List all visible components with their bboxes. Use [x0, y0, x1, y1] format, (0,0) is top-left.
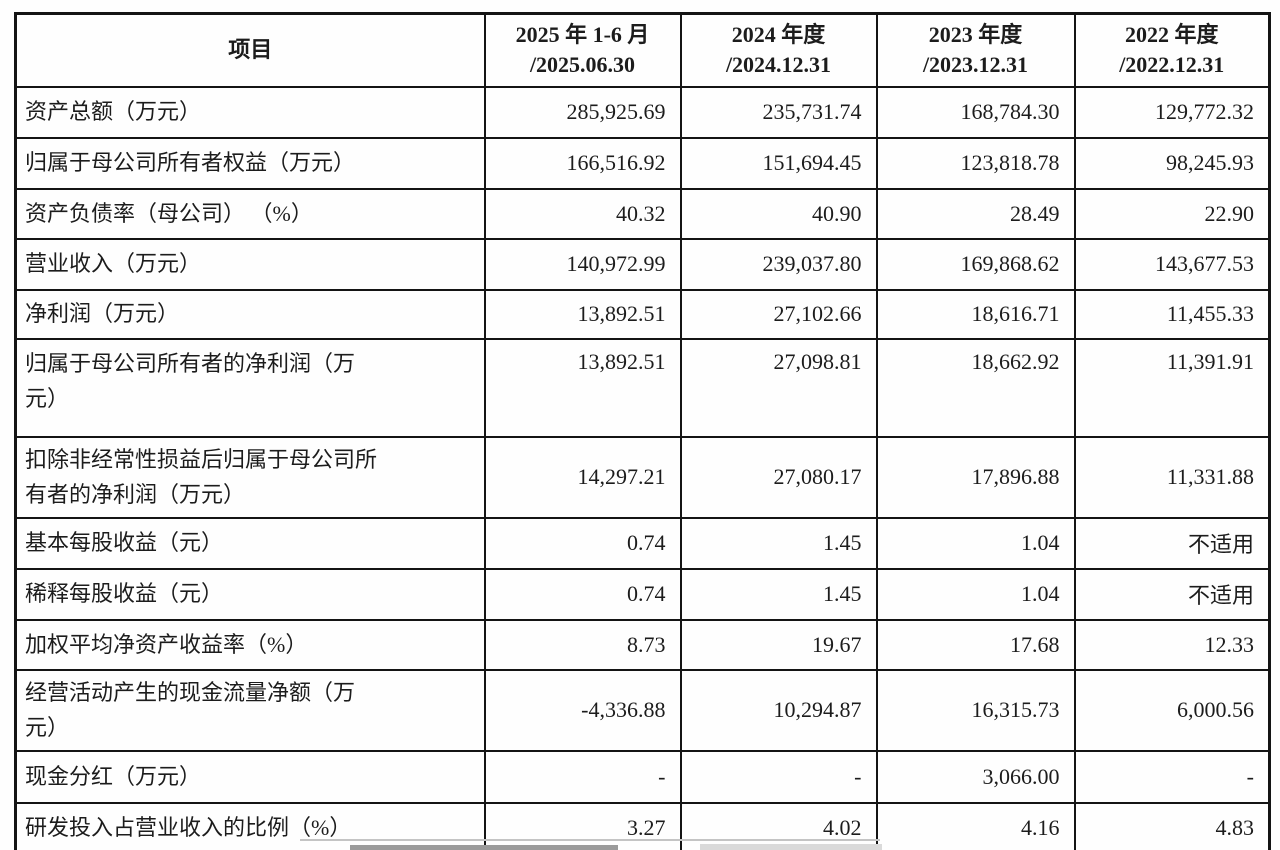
row-value: 不适用 [1073, 516, 1271, 570]
header-period-label: 2022 年度 [1124, 21, 1219, 47]
header-period-date: /2024.12.31 [725, 52, 832, 78]
table-row: 经营活动产生的现金流量净额（万 元） -4,336.88 10,294.87 16,3… [14, 668, 1271, 753]
table-row: 归属于母公司所有者权益（万元） 166,516.92 151,694.45 123,8… [14, 136, 1271, 190]
row-label: 稀释每股收益（元） [14, 567, 486, 621]
row-value: 13,892.51 [483, 337, 682, 438]
row-value: 1.45 [679, 567, 878, 621]
row-value: 6,000.56 [1073, 668, 1271, 753]
row-value: 11,455.33 [1073, 288, 1271, 340]
row-value: 4.16 [875, 802, 1076, 850]
financial-summary-table: 项目 2025 年 1-6 月 /2025.06.30 2024 年度 /202… [14, 12, 1271, 850]
row-value: - [1073, 750, 1271, 804]
header-period-label: 2024 年度 [731, 21, 826, 47]
header-period-label: 2023 年度 [928, 21, 1023, 47]
row-value: 0.74 [483, 516, 682, 570]
row-label: 资产总额（万元） [14, 85, 486, 139]
page-edge-artifact [300, 839, 880, 841]
row-value: 不适用 [1073, 567, 1271, 621]
header-cell-period-2022: 2022 年度 /2022.12.31 [1073, 12, 1271, 88]
row-value: 129,772.32 [1073, 85, 1271, 139]
row-value: 27,098.81 [679, 337, 878, 438]
table-row: 资产负债率（母公司） （%） 40.32 40.90 28.49 22.90 [14, 187, 1271, 240]
row-value: 40.32 [483, 187, 682, 240]
header-cell-period-2025: 2025 年 1-6 月 /2025.06.30 [483, 12, 682, 88]
row-value: 1.04 [875, 567, 1076, 621]
row-value: 235,731.74 [679, 85, 878, 139]
row-value: 17.68 [875, 618, 1076, 671]
row-value: 123,818.78 [875, 136, 1076, 190]
row-value: 12.33 [1073, 618, 1271, 671]
header-cell-period-2024: 2024 年度 /2024.12.31 [679, 12, 878, 88]
row-value: 3.27 [483, 802, 682, 850]
table-row: 现金分红（万元） - -3,066.00- [14, 750, 1271, 804]
table-row: 归属于母公司所有者的净利润（万 元） 13,892.51 27,098.81 18,6… [14, 337, 1271, 438]
row-value: 28.49 [875, 187, 1076, 240]
row-value: 140,972.99 [483, 237, 682, 291]
table-header-row: 项目 2025 年 1-6 月 /2025.06.30 2024 年度 /202… [14, 12, 1271, 88]
next-table-hint-dark [350, 845, 618, 850]
row-value: 27,080.17 [679, 435, 878, 519]
row-value: 239,037.80 [679, 237, 878, 291]
row-label: 净利润（万元） [14, 288, 486, 340]
table-row: 营业收入（万元） 140,972.99 239,037.80 169,868.62 14… [14, 237, 1271, 291]
row-value: 19.67 [679, 618, 878, 671]
row-value: 11,331.88 [1073, 435, 1271, 519]
row-value: 285,925.69 [483, 85, 682, 139]
row-value: 1.45 [679, 516, 878, 570]
row-value: 22.90 [1073, 187, 1271, 240]
header-period-date: /2022.12.31 [1119, 52, 1225, 78]
row-value: 16,315.73 [875, 668, 1076, 753]
row-value: 98,245.93 [1073, 136, 1271, 190]
row-value: - [483, 750, 682, 804]
row-value: 10,294.87 [679, 668, 878, 753]
row-label: 研发投入占营业收入的比例（%） [14, 802, 486, 850]
row-value: 4.83 [1073, 802, 1271, 850]
row-value: 151,694.45 [679, 136, 878, 190]
table-row: 扣除非经常性损益后归属于母公司所 有者的净利润（万元） 14,297.21 27,0… [14, 435, 1271, 519]
row-value: 3,066.00 [875, 750, 1076, 804]
row-value: 143,677.53 [1073, 237, 1271, 291]
row-label: 归属于母公司所有者权益（万元） [14, 136, 486, 190]
row-label: 基本每股收益（元） [14, 516, 486, 570]
row-value: 169,868.62 [875, 237, 1076, 291]
row-value: - [679, 750, 878, 804]
row-label: 归属于母公司所有者的净利润（万 元） [14, 337, 486, 438]
row-label: 营业收入（万元） [14, 237, 486, 291]
table-row: 加权平均净资产收益率（%） 8.73 19.67 17.68 12.33 [14, 618, 1271, 671]
row-value: 17,896.88 [875, 435, 1076, 519]
row-value: 11,391.91 [1073, 337, 1271, 438]
row-value: 166,516.92 [483, 136, 682, 190]
row-value: 168,784.30 [875, 85, 1076, 139]
row-value: 18,616.71 [875, 288, 1076, 340]
row-value: 14,297.21 [483, 435, 682, 519]
table-row: 稀释每股收益（元） 0.74 1.45 1.04 不适用 [14, 567, 1271, 621]
table-row: 基本每股收益（元） 0.74 1.45 1.04 不适用 [14, 516, 1271, 570]
row-value: 4.02 [679, 802, 878, 850]
row-value: 8.73 [483, 618, 682, 671]
header-period-label: 2025 年 1-6 月 [515, 21, 650, 47]
row-label: 扣除非经常性损益后归属于母公司所 有者的净利润（万元） [14, 435, 486, 519]
table-row: 净利润（万元） 13,892.51 27,102.66 18,616.71 11,455… [14, 288, 1271, 340]
header-cell-period-2023: 2023 年度 /2023.12.31 [875, 12, 1076, 88]
row-value: -4,336.88 [483, 668, 682, 753]
row-label: 经营活动产生的现金流量净额（万 元） [14, 668, 486, 753]
row-value: 1.04 [875, 516, 1076, 570]
row-value: 18,662.92 [875, 337, 1076, 438]
next-table-hint-light [700, 844, 882, 850]
header-cell-item: 项目 [14, 12, 486, 88]
row-value: 13,892.51 [483, 288, 682, 340]
row-value: 40.90 [679, 187, 878, 240]
header-period-date: /2023.12.31 [922, 52, 1029, 78]
row-label: 现金分红（万元） [14, 750, 486, 804]
header-period-date: /2025.06.30 [529, 52, 636, 78]
table-row: 研发投入占营业收入的比例（%） 3.27 4.02 4.16 4.83 [14, 802, 1271, 850]
row-label: 加权平均净资产收益率（%） [14, 618, 486, 671]
row-label: 资产负债率（母公司） （%） [14, 187, 486, 240]
table-row: 资产总额（万元） 285,925.69 235,731.74 168,784.30 12… [14, 85, 1271, 139]
row-value: 0.74 [483, 567, 682, 621]
row-value: 27,102.66 [679, 288, 878, 340]
